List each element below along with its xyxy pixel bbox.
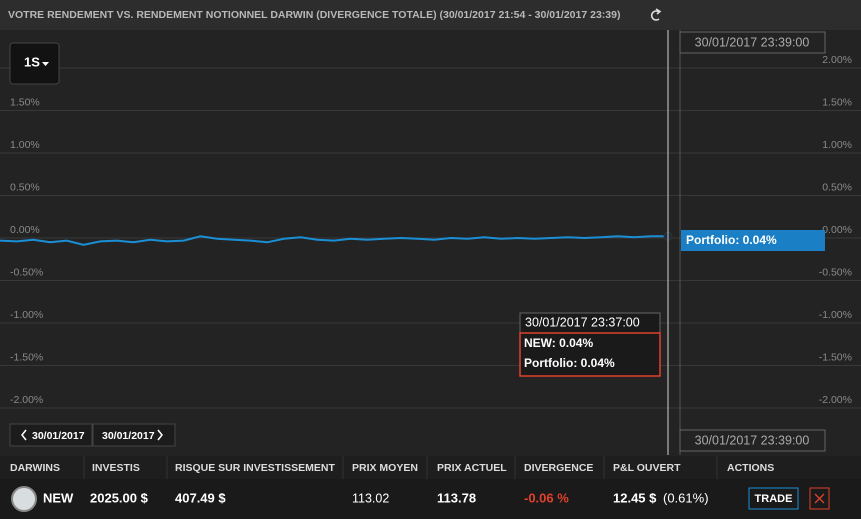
crosshair-time-box — [679, 429, 826, 452]
table-cell: -0.06 % — [524, 490, 569, 505]
table-cell: NEW — [43, 490, 74, 505]
crosshair-value: Portfolio: 0.04% — [686, 233, 777, 247]
next-button[interactable] — [92, 423, 176, 447]
y-tick-label: 2.00% — [822, 54, 852, 66]
timeframe-button[interactable] — [9, 42, 60, 85]
crosshair-time-box — [679, 31, 826, 54]
y-tick-label: -1.50% — [10, 351, 43, 363]
close-button[interactable] — [809, 487, 830, 510]
grid: 2.00%2.00%1.50%1.50%1.00%1.00%0.50%0.50%… — [0, 54, 861, 409]
nav-date: 30/01/2017 — [32, 430, 85, 442]
table-cell: 113.02 — [352, 491, 389, 505]
close-icon — [814, 493, 825, 504]
y-tick-label: 0.00% — [822, 224, 852, 236]
crosshair-time: 30/01/2017 23:39:00 — [695, 35, 810, 49]
header-title: VOTRE RENDEMENT VS. RENDEMENT NOTIONNEL … — [8, 9, 620, 21]
next-arrow — [157, 429, 163, 441]
table-cell: 407.49 $ — [175, 490, 226, 505]
table-cell: 2025.00 $ — [90, 490, 149, 505]
crosshair-value-box — [681, 230, 825, 251]
column-header: P&L OUVERT — [613, 462, 681, 474]
dropdown-arrow — [42, 62, 49, 66]
table-cell: 12.45 $ — [613, 490, 657, 505]
column-header: DARWINS — [10, 462, 60, 474]
table-cell: TRADE — [755, 493, 793, 505]
prev-button[interactable] — [9, 423, 93, 447]
trade-button[interactable] — [748, 487, 799, 510]
table-row — [0, 479, 861, 519]
timeframe-label: 1S — [24, 54, 40, 69]
column-header: INVESTIS — [92, 462, 140, 474]
y-tick-label: 1.50% — [10, 96, 40, 108]
y-tick-label: -1.50% — [819, 351, 852, 363]
tooltip-box — [519, 332, 661, 377]
crosshair-time: 30/01/2017 23:39:00 — [695, 433, 810, 447]
table: DARWINS INVESTIS RISQUE SUR INVESTISSEMENT… — [10, 456, 792, 505]
prev-arrow — [21, 429, 27, 441]
y-tick-label: -2.00% — [10, 394, 43, 406]
refresh-icon[interactable] — [650, 8, 662, 21]
y-tick-label: -0.50% — [819, 266, 852, 278]
nav-date: 30/01/2017 — [102, 430, 155, 442]
y-tick-label: 0.00% — [10, 224, 40, 236]
y-tick-label: -1.00% — [819, 309, 852, 321]
column-header: RISQUE SUR INVESTISSEMENT — [175, 462, 335, 474]
y-tick-label: -2.00% — [819, 394, 852, 406]
column-header: ACTIONS — [727, 462, 774, 474]
column-header: PRIX ACTUEL — [437, 462, 507, 474]
table-header — [0, 456, 861, 479]
tooltip-time: 30/01/2017 23:37:00 — [525, 315, 640, 329]
table-cell: (0.61%) — [663, 490, 709, 505]
table-cell: 113.78 — [437, 490, 476, 505]
y-tick-label: 1.50% — [822, 96, 852, 108]
column-header: PRIX MOYEN — [352, 462, 418, 474]
y-tick-label: 0.50% — [822, 181, 852, 193]
y-tick-label: 1.00% — [822, 139, 852, 151]
darwin-avatar — [11, 486, 37, 512]
tooltip-line: Portfolio: 0.04% — [524, 356, 615, 370]
header-bar — [0, 0, 861, 30]
y-tick-label: 1.00% — [10, 139, 40, 151]
series-line — [0, 235, 668, 246]
y-tick-label: 0.50% — [10, 181, 40, 193]
tooltip-line: NEW: 0.04% — [524, 336, 593, 350]
column-header: DIVERGENCE — [524, 462, 593, 474]
y-tick-label: -0.50% — [10, 266, 43, 278]
y-tick-label: -1.00% — [10, 309, 43, 321]
